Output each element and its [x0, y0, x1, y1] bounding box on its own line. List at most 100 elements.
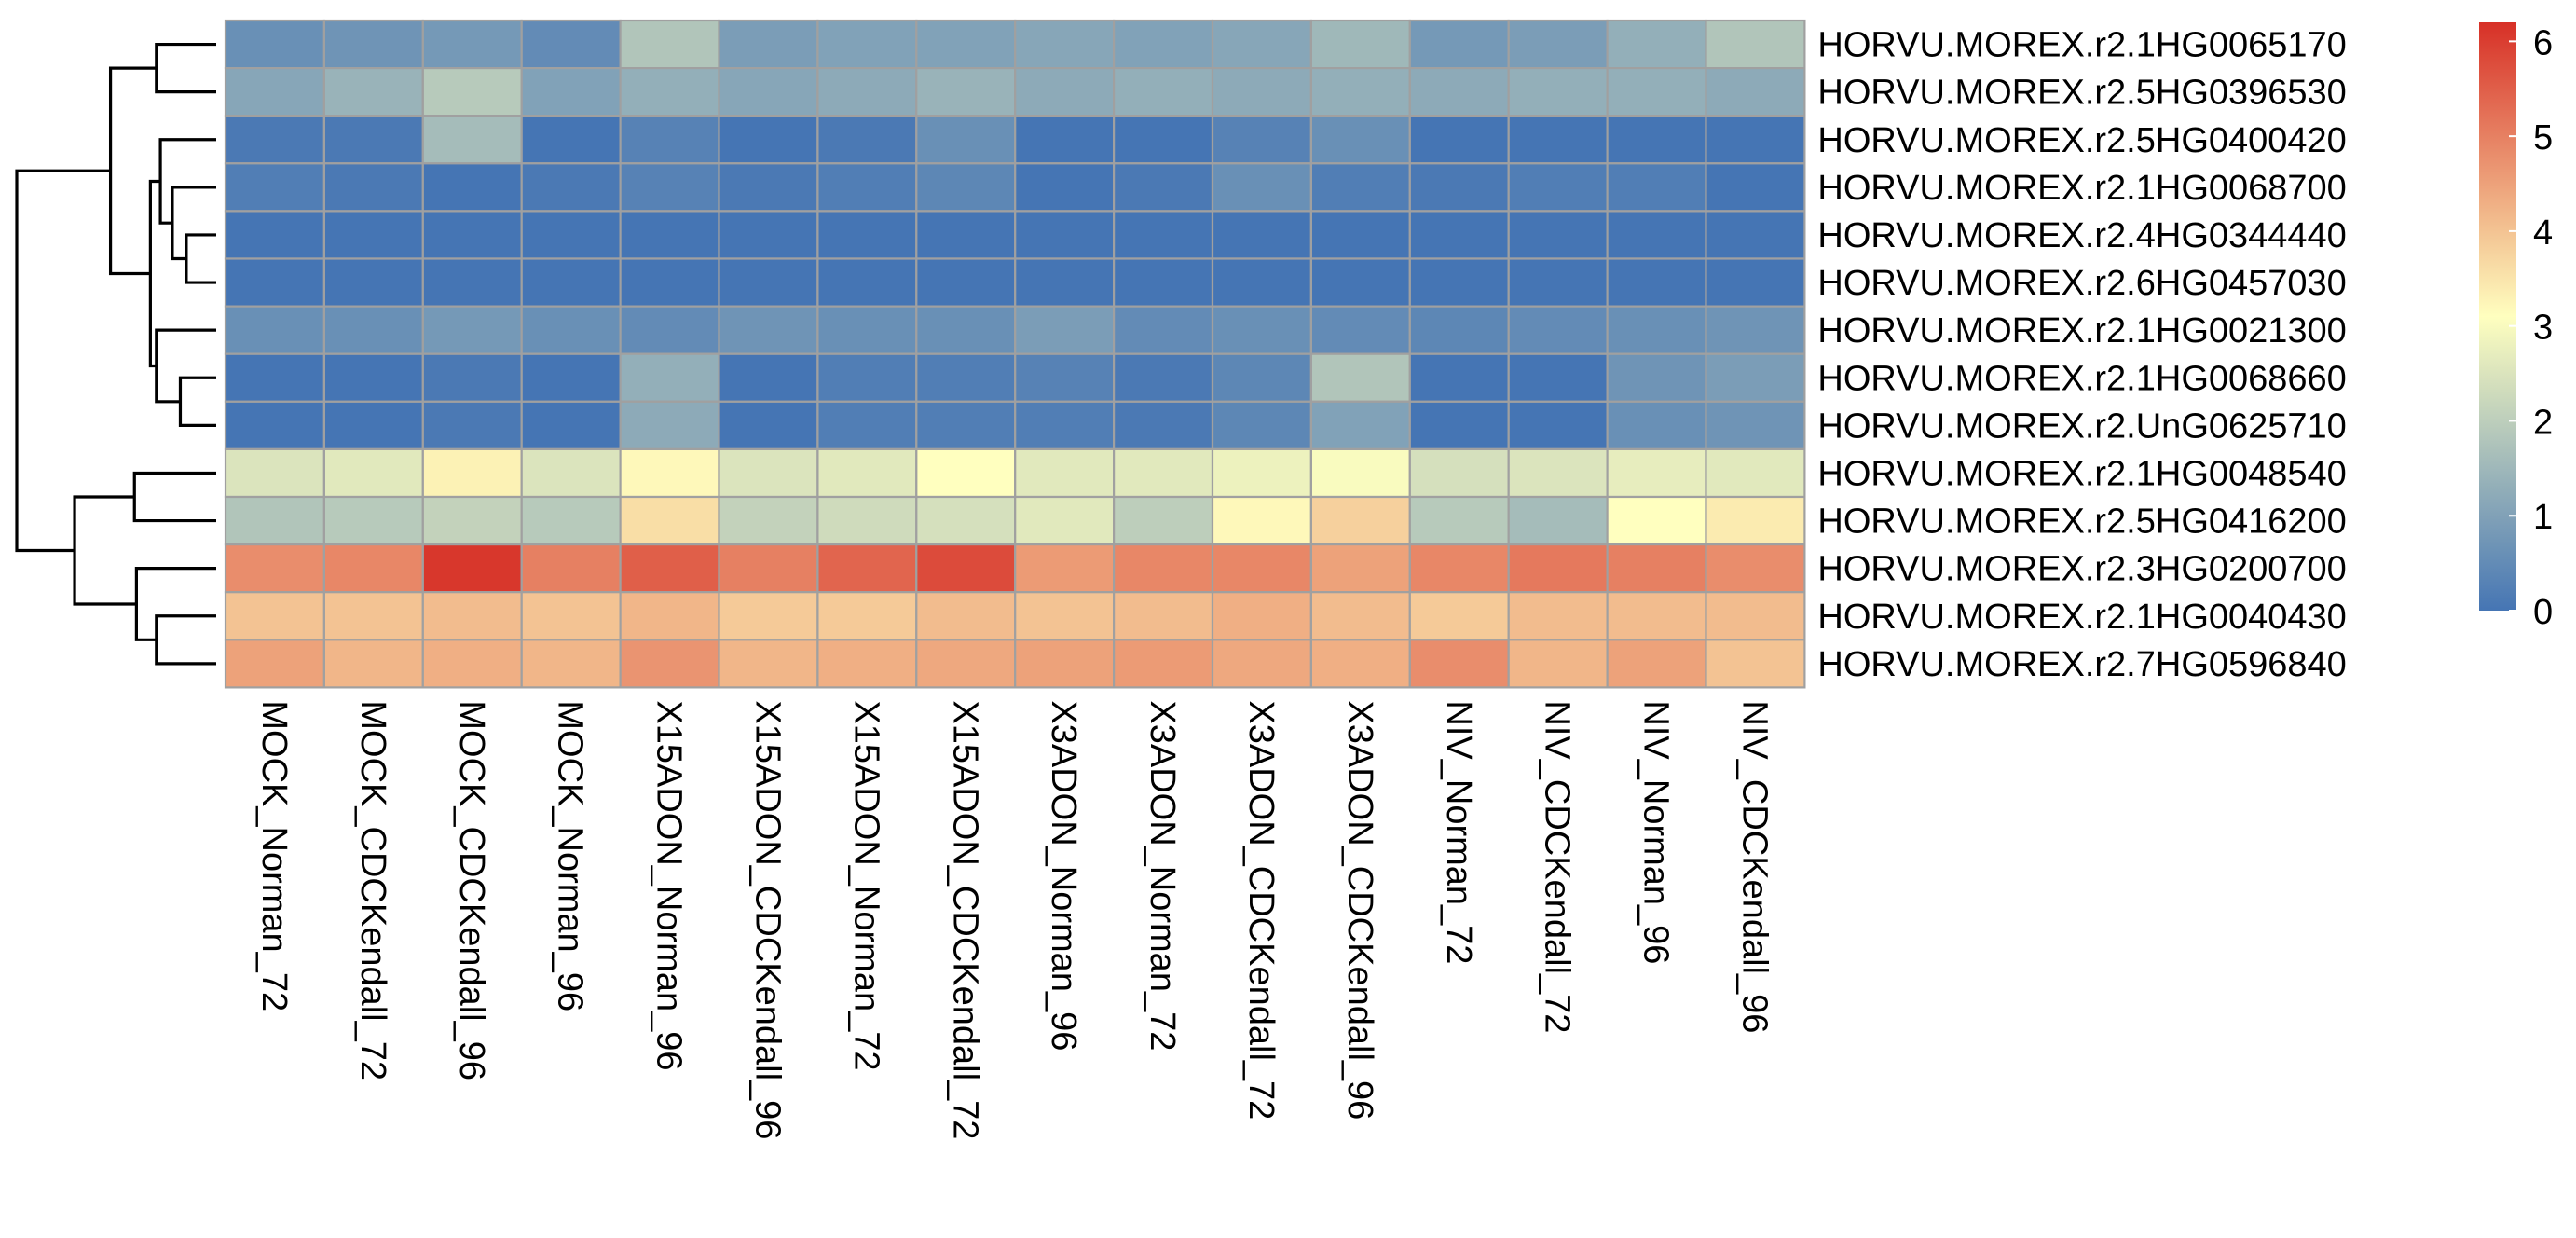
heatmap-cell	[1606, 66, 1707, 117]
heatmap-cell	[421, 66, 523, 117]
heatmap-cell	[1014, 66, 1116, 117]
heatmap-cell	[816, 591, 918, 641]
heatmap-cell	[619, 19, 720, 70]
heatmap-cell	[718, 400, 819, 450]
heatmap-cell	[1309, 162, 1411, 213]
heatmap-cell	[816, 400, 918, 450]
heatmap-cell	[1112, 400, 1214, 450]
heatmap-cell	[718, 305, 819, 355]
heatmap-cell	[915, 352, 1017, 403]
heatmap-cell	[1606, 162, 1707, 213]
heatmap-cell	[1705, 115, 1806, 165]
heatmap-cell	[718, 115, 819, 165]
heatmap-cell	[1112, 352, 1214, 403]
heatmap-cell	[224, 400, 326, 450]
heatmap-cell	[421, 447, 523, 499]
heatmap-cell	[421, 400, 523, 450]
heatmap-cell	[322, 210, 424, 260]
heatmap-cell	[718, 447, 819, 499]
heatmap-cell	[1309, 447, 1411, 499]
heatmap-cell	[915, 447, 1017, 499]
heatmap-cell	[1211, 447, 1313, 499]
heatmap-cell	[1014, 257, 1116, 308]
heatmap-cell	[619, 115, 720, 165]
heatmap-cell	[718, 19, 819, 70]
heatmap-cell	[322, 447, 424, 499]
heatmap-cell	[322, 591, 424, 641]
heatmap-cell	[1408, 162, 1510, 213]
dendrogram-branch	[132, 471, 216, 523]
heatmap-cell	[1408, 305, 1510, 355]
heatmap-cell	[1507, 66, 1609, 117]
heatmap-cell	[1408, 639, 1510, 689]
legend-tick-label: 6	[2533, 23, 2553, 62]
heatmap-cell	[1309, 400, 1411, 450]
heatmap-cell	[520, 257, 622, 308]
heatmap-cell	[718, 257, 819, 308]
heatmap-cell	[1112, 591, 1214, 641]
heatmap-cell	[1507, 639, 1609, 689]
heatmap-cell	[1014, 305, 1116, 355]
heatmap-cell	[915, 257, 1017, 308]
legend-tick-label: 1	[2533, 498, 2553, 537]
heatmap-cell	[1309, 639, 1411, 689]
row-label: HORVU.MOREX.r2.1HG0065170	[1817, 26, 2346, 65]
heatmap-cell	[421, 352, 523, 403]
heatmap-cell	[322, 19, 424, 70]
heatmap-cell	[520, 495, 622, 546]
heatmap-cell	[1705, 352, 1806, 403]
heatmap-cell	[421, 305, 523, 355]
heatmap-cell	[224, 543, 326, 594]
heatmap-cell	[520, 19, 622, 70]
heatmap-cell	[1309, 66, 1411, 117]
heatmap-cell	[1309, 591, 1411, 641]
heatmap-cell	[1507, 162, 1609, 213]
heatmap-cell	[1309, 257, 1411, 308]
heatmap-cell	[224, 162, 326, 213]
heatmap-cell	[915, 305, 1017, 355]
heatmap-cell	[1211, 352, 1313, 403]
heatmap-cell	[1705, 66, 1806, 117]
heatmap-cell	[1408, 115, 1510, 165]
row-label: HORVU.MOREX.r2.5HG0416200	[1817, 502, 2346, 542]
heatmap-cell	[421, 162, 523, 213]
heatmap-cell	[1507, 305, 1609, 355]
heatmap-cell	[421, 257, 523, 308]
legend-tick-label: 2	[2533, 403, 2553, 442]
heatmap-cell	[224, 352, 326, 403]
column-label: MOCK_Norman_72	[254, 700, 294, 1011]
heatmap-cell	[520, 115, 622, 165]
row-label: HORVU.MOREX.r2.1HG0068700	[1817, 169, 2346, 208]
heatmap-cell	[1112, 115, 1214, 165]
heatmap-cell	[718, 210, 819, 260]
heatmap-cell	[816, 447, 918, 499]
dendrogram-branch	[134, 567, 216, 641]
heatmap-cell	[718, 543, 819, 594]
heatmap-cell	[1014, 19, 1116, 70]
heatmap-cell	[1309, 115, 1411, 165]
column-labels: MOCK_Norman_72 MOCK_CDCKendall_72 MOCK_CDC…	[254, 700, 1774, 1139]
heatmap-cell	[816, 19, 918, 70]
row-labels: HORVU.MOREX.r2.1HG0065170 HORVU.MOREX.r2.…	[1817, 26, 2346, 684]
dendrogram-branch	[178, 376, 216, 427]
heatmap-cell	[1211, 162, 1313, 213]
heatmap-cell	[915, 639, 1017, 689]
heatmap-cell	[1606, 495, 1707, 546]
heatmap-cell	[421, 495, 523, 546]
heatmap-cell	[718, 495, 819, 546]
heatmap-cell	[1408, 257, 1510, 308]
heatmap-cell	[520, 162, 622, 213]
heatmap-cell	[718, 639, 819, 689]
heatmap-cell	[915, 210, 1017, 260]
legend-tick-label: 4	[2533, 213, 2553, 253]
heatmap-cell	[1014, 210, 1116, 260]
row-label: HORVU.MOREX.r2.1HG0068660	[1817, 359, 2346, 398]
column-label: X3ADON_Norman_72	[1143, 700, 1182, 1051]
heatmap-cell	[1112, 639, 1214, 689]
heatmap-cell	[816, 115, 918, 165]
column-label: NIV_Norman_96	[1637, 700, 1676, 964]
heatmap-cell	[1211, 400, 1313, 450]
column-label: X3ADON_CDCKendall_72	[1241, 700, 1281, 1120]
heatmap-cell	[1705, 591, 1806, 641]
heatmap-cell	[1606, 257, 1707, 308]
